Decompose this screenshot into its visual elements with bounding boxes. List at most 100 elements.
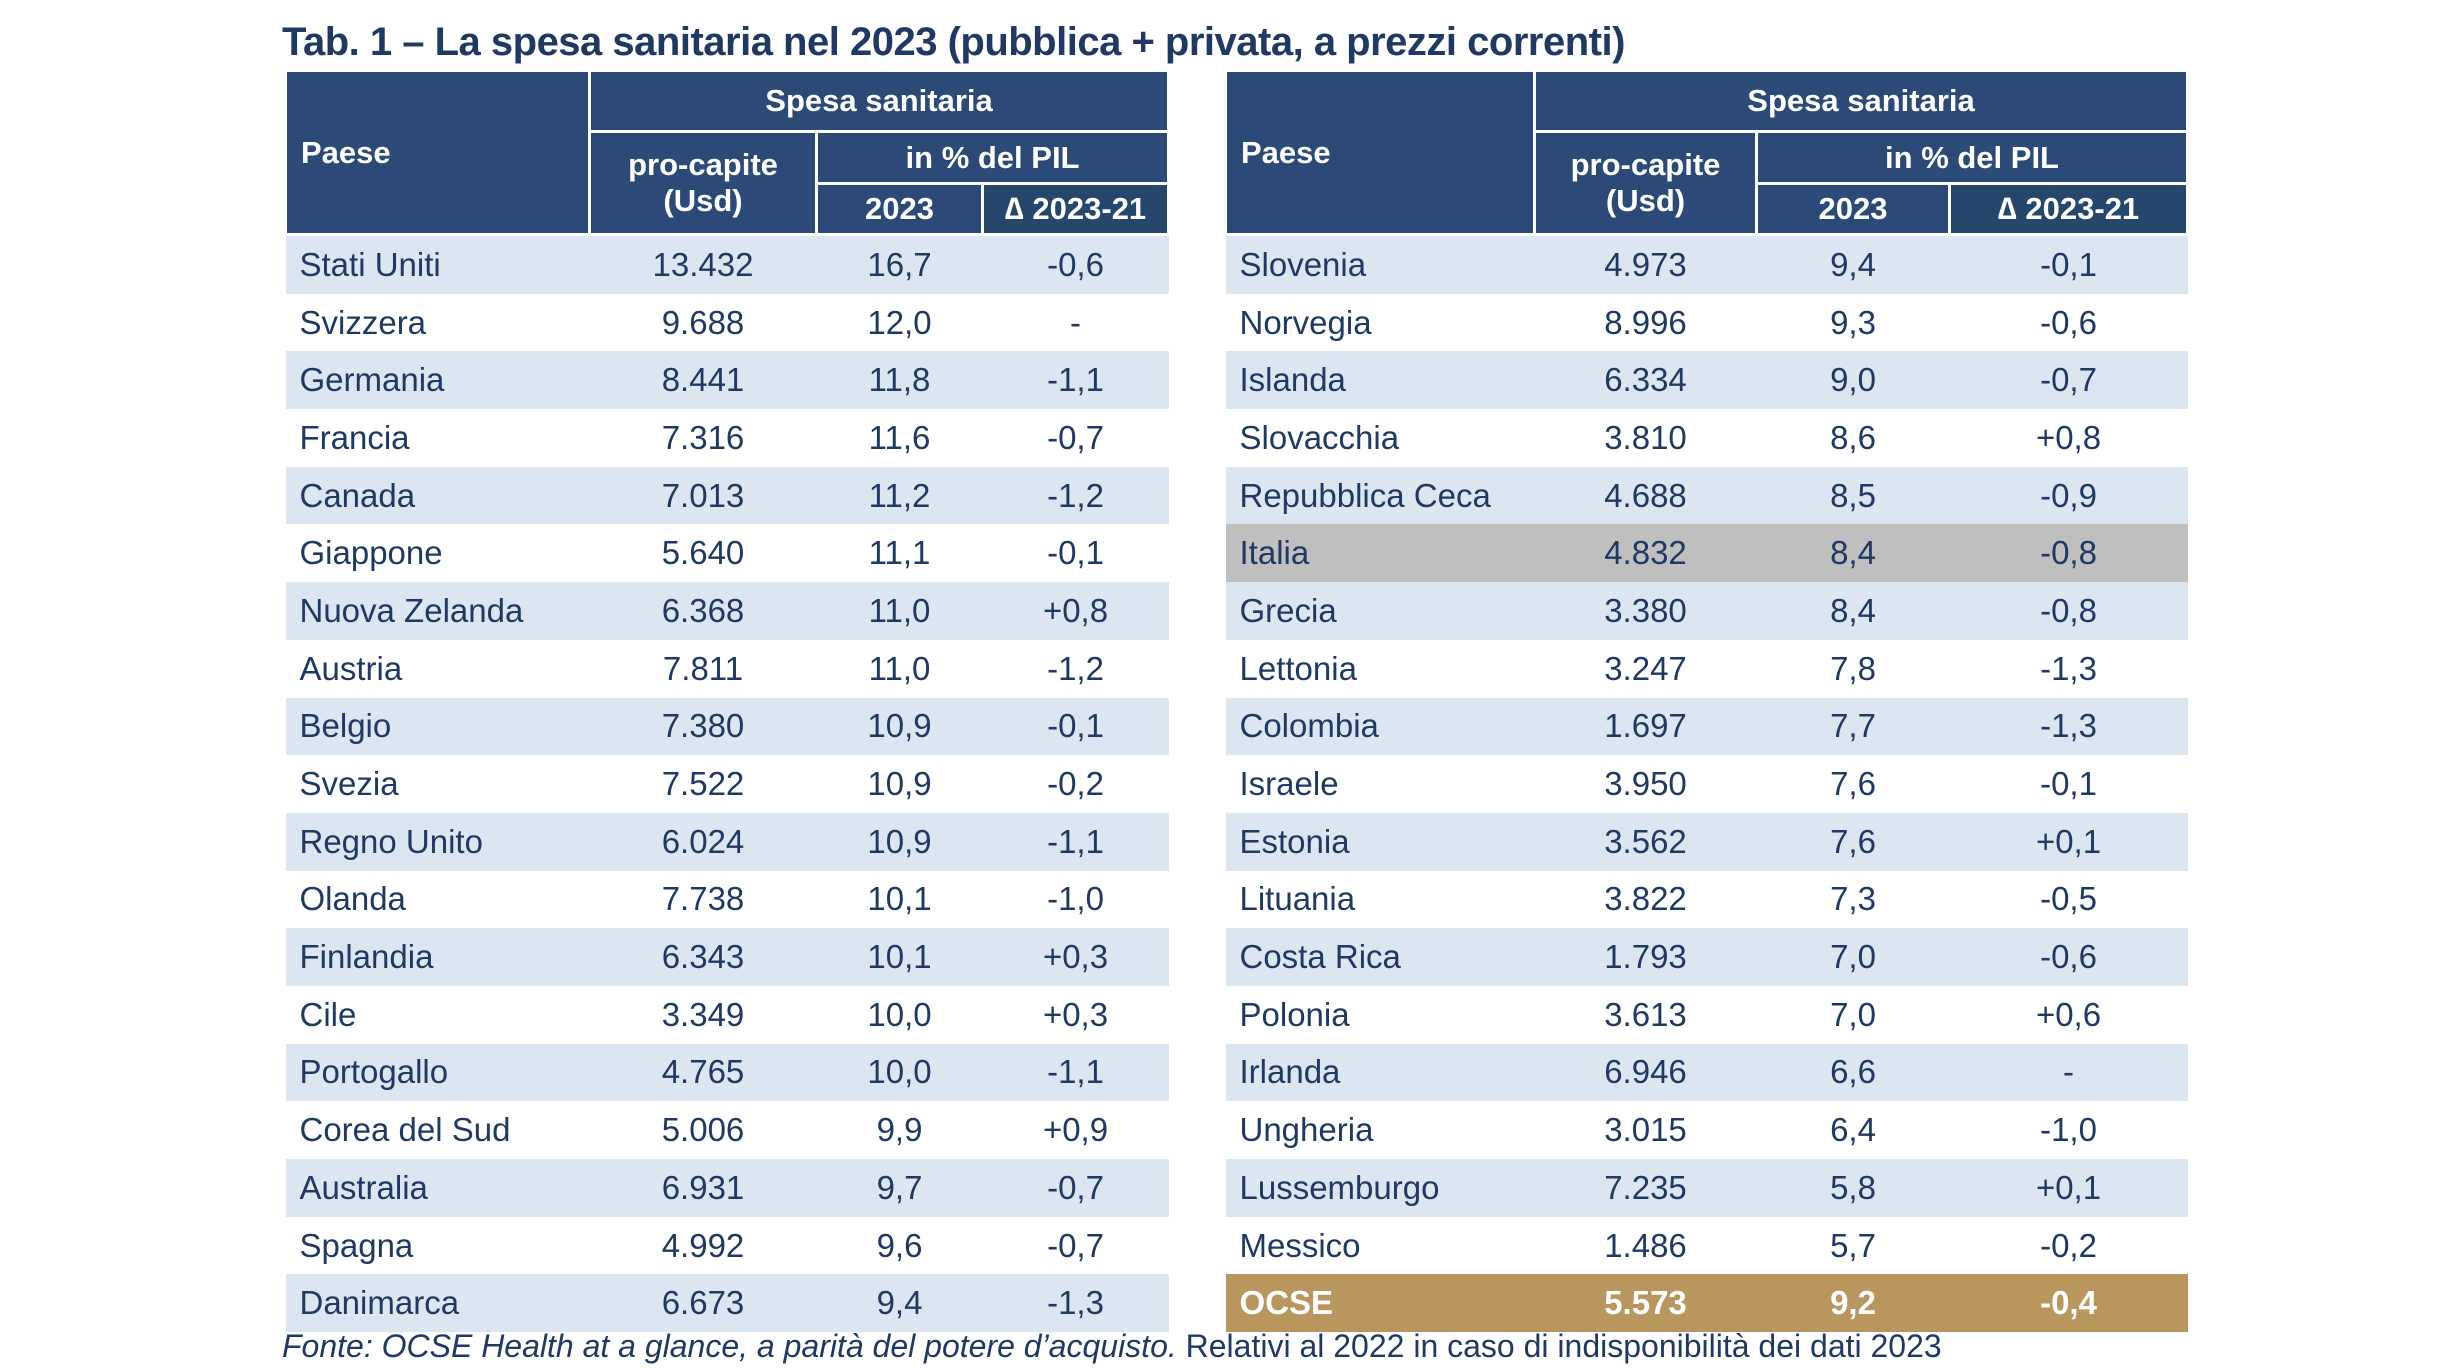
delta-cell: -0,7 <box>1047 1226 1104 1264</box>
table-row: Olanda 7.738 10,1 -1,0 <box>286 871 1169 929</box>
pct-gdp-cell: 7,6 <box>1756 812 1950 871</box>
country-cell: Norvegia <box>1239 303 1372 341</box>
table-row: Australia 6.931 9,7 -0,7 <box>285 1159 1169 1217</box>
country-cell: Slovacchia <box>1239 418 1400 456</box>
country-cell: Nuova Zelanda <box>285 582 590 640</box>
per-capita-cell: 8.441 <box>589 351 817 410</box>
table-row: Colombia 1.697 7,7 -1,3 <box>1225 697 2188 756</box>
table-row: Spagna 4.992 9,6 -0,7 <box>286 1217 1169 1275</box>
per-capita-cell: 4.765 <box>589 1043 817 1102</box>
table-row: Polonia 3.613 7,0 +0,6 <box>1226 986 2188 1044</box>
country-cell: Colombia <box>1225 697 1535 756</box>
delta-cell: -0,8 <box>1949 582 2188 640</box>
per-capita-cell: 13.432 <box>589 234 817 294</box>
delta-cell: +0,3 <box>982 928 1169 986</box>
delta-cell: -1,0 <box>1047 880 1104 918</box>
per-capita-cell: 4.992 <box>661 1226 745 1264</box>
per-capita-cell: 7.013 <box>589 466 817 525</box>
table-row: Italia 4.832 8,4 -0,8 <box>1225 524 2188 583</box>
delta-cell: -0,7 <box>982 1159 1169 1217</box>
country-cell: Australia <box>285 1159 590 1217</box>
per-capita-cell: 3.950 <box>1604 765 1687 803</box>
delta-cell: - <box>1949 1043 2188 1102</box>
table-row: Belgio 7.380 10,9 -0,1 <box>285 697 1169 756</box>
header-spending: Spesa sanitaria <box>1532 69 2190 133</box>
delta-cell: -0,6 <box>982 234 1169 294</box>
country-cell: Slovenia <box>1225 234 1535 294</box>
table-row: Corea del Sud 5.006 9,9 +0,9 <box>286 1101 1169 1159</box>
delta-cell: -0,2 <box>2040 1226 2097 1264</box>
country-cell: Spagna <box>299 1226 414 1264</box>
delta-cell: +0,3 <box>1042 995 1109 1033</box>
pct-gdp-cell: 9,2 <box>1756 1274 1950 1333</box>
country-cell: Giappone <box>299 534 443 572</box>
table-row: Stati Uniti 13.432 16,7 -0,6 <box>285 234 1169 294</box>
country-cell: Belgio <box>285 697 590 756</box>
pct-gdp-cell: 6,6 <box>1756 1043 1950 1102</box>
per-capita-cell: 3.380 <box>1534 582 1757 640</box>
table-row: Nuova Zelanda 6.368 11,0 +0,8 <box>285 582 1169 640</box>
delta-cell: -0,5 <box>2040 880 2097 918</box>
per-capita-cell: 6.343 <box>589 928 817 986</box>
delta-cell: -1,2 <box>982 466 1169 525</box>
pct-gdp-cell: 8,5 <box>1756 466 1950 525</box>
header-delta: ∆ 2023-21 <box>1947 182 2190 236</box>
country-cell: Austria <box>299 649 403 687</box>
country-cell: Messico <box>1239 1226 1361 1264</box>
pct-gdp-cell: 7,8 <box>1830 649 1876 687</box>
delta-cell: +0,9 <box>1042 1111 1109 1149</box>
per-capita-cell: 3.562 <box>1534 812 1757 871</box>
pct-gdp-cell: 12,0 <box>867 303 932 341</box>
delta-cell: -0,6 <box>1949 928 2188 986</box>
country-cell: Svezia <box>299 765 399 803</box>
table-row: Finlandia 6.343 10,1 +0,3 <box>285 928 1169 986</box>
table-row: Slovacchia 3.810 8,6 +0,8 <box>1226 409 2188 467</box>
delta-cell: +0,8 <box>2035 418 2102 456</box>
delta-cell: -1,0 <box>2040 1111 2097 1149</box>
country-cell: Repubblica Ceca <box>1225 466 1535 525</box>
per-capita-cell: 6.024 <box>589 812 817 871</box>
country-cell: Corea del Sud <box>299 1111 511 1149</box>
header-year: 2023 <box>815 182 984 236</box>
delta-cell: - <box>1070 303 1082 341</box>
table-row: Slovenia 4.973 9,4 -0,1 <box>1225 234 2188 294</box>
country-cell: Islanda <box>1225 351 1535 410</box>
header-country: Paese <box>1224 69 1536 236</box>
table-row: Costa Rica 1.793 7,0 -0,6 <box>1225 928 2188 986</box>
pct-gdp-cell: 10,9 <box>867 765 932 803</box>
table-row: Canada 7.013 11,2 -1,2 <box>285 466 1169 525</box>
pct-gdp-cell: 9,7 <box>816 1159 983 1217</box>
country-cell: Stati Uniti <box>285 234 590 294</box>
health-spending-table-left: Paese Spesa sanitaria pro-capite (Usd) i… <box>284 69 1171 1333</box>
per-capita-cell: 1.697 <box>1534 697 1757 756</box>
delta-cell: -1,1 <box>982 351 1169 410</box>
per-capita-cell: 6.673 <box>589 1274 817 1333</box>
header-per-capita: pro-capite (Usd) <box>588 130 818 236</box>
pct-gdp-cell: 9,6 <box>876 1226 923 1264</box>
per-capita-cell: 6.368 <box>589 582 817 640</box>
pct-gdp-cell: 8,4 <box>1756 582 1950 640</box>
country-cell: Finlandia <box>285 928 590 986</box>
table-row: Giappone 5.640 11,1 -0,1 <box>286 524 1169 582</box>
country-cell: Lussemburgo <box>1225 1159 1535 1217</box>
delta-cell: -0,6 <box>2040 303 2097 341</box>
per-capita-cell: 6.931 <box>589 1159 817 1217</box>
header-spending: Spesa sanitaria <box>587 69 1171 133</box>
table-row: Svezia 7.522 10,9 -0,2 <box>286 755 1169 813</box>
pct-gdp-cell: 16,7 <box>816 234 983 294</box>
country-cell: Polonia <box>1239 995 1350 1033</box>
per-capita-cell: 7.316 <box>661 418 745 456</box>
delta-cell: -1,3 <box>1949 697 2188 756</box>
delta-cell: -0,1 <box>1949 234 2188 294</box>
table-row: Francia 7.316 11,6 -0,7 <box>286 409 1169 467</box>
pct-gdp-cell: 8,6 <box>1830 418 1876 456</box>
table-row: Irlanda 6.946 6,6- <box>1225 1043 2188 1102</box>
country-cell: Olanda <box>299 880 406 918</box>
header-country: Paese <box>284 69 591 236</box>
delta-cell: -0,2 <box>1047 765 1104 803</box>
delta-cell: -1,1 <box>982 1043 1169 1102</box>
delta-cell: +0,1 <box>1949 1159 2188 1217</box>
per-capita-cell: 7.380 <box>589 697 817 756</box>
pct-gdp-cell: 10,9 <box>816 697 983 756</box>
pct-gdp-cell: 10,0 <box>867 995 932 1033</box>
